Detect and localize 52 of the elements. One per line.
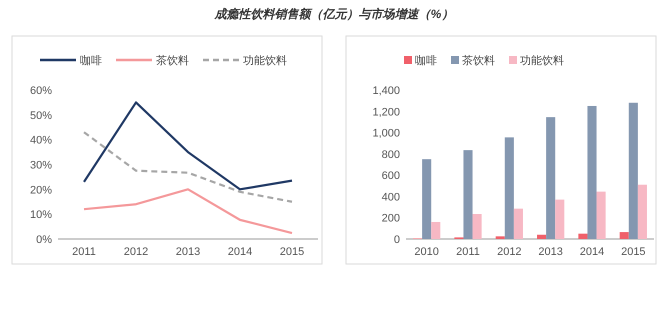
x-tick-label: 2013 [176,246,200,258]
legend-label: 功能饮料 [243,54,287,67]
y-tick-label: 800 [382,148,400,161]
line-series [82,188,294,234]
bar [628,102,638,239]
x-tick-label: 2012 [497,246,522,258]
x-tick-label: 2013 [538,246,563,258]
line-series [82,101,294,190]
bar [587,106,597,239]
bar [463,150,473,239]
y-tick-label: 400 [382,191,400,204]
bar [620,232,629,239]
legend-label: 咖啡 [80,54,102,67]
y-tick-label: 0% [36,234,52,246]
x-tick-label: 2011 [456,246,480,258]
bar [472,214,482,239]
y-tick-label: 20% [30,184,52,196]
x-tick-label: 2010 [414,246,439,258]
y-tick-label: 1,200 [372,106,400,118]
y-tick-label: 50% [30,110,52,122]
line-series [82,131,294,203]
bar [496,236,505,239]
y-tick-label: 1,400 [372,85,400,97]
bar [431,222,440,239]
bar [514,208,523,239]
x-tick-label: 2011 [72,246,96,258]
bar [596,192,606,239]
legend-label: 功能饮料 [520,54,564,67]
legend-label: 咖啡 [415,54,437,67]
y-tick-label: 30% [30,160,52,172]
y-tick-label: 10% [30,209,52,222]
chart-title: 成瘾性饮料销售额（亿元）与市场增速（%） [214,7,454,21]
y-tick-label: 40% [30,134,52,147]
y-tick-label: 60% [30,85,52,97]
bar [422,159,432,239]
y-tick-label: 200 [382,212,400,225]
legend-label: 茶饮料 [156,54,189,67]
bar [537,234,546,239]
x-tick-label: 2015 [280,246,304,258]
y-tick-label: 0 [394,234,400,246]
bar [555,200,564,239]
bar [638,184,647,239]
x-tick-label: 2014 [228,246,252,258]
bar [504,137,514,239]
x-tick-label: 2012 [124,246,148,258]
x-tick-label: 2015 [621,246,646,258]
x-tick-label: 2014 [580,246,604,258]
y-tick-label: 600 [382,170,400,182]
bar [546,117,556,239]
bar [578,234,588,239]
legend-label: 茶饮料 [462,54,495,67]
y-tick-label: 1,000 [372,128,400,140]
